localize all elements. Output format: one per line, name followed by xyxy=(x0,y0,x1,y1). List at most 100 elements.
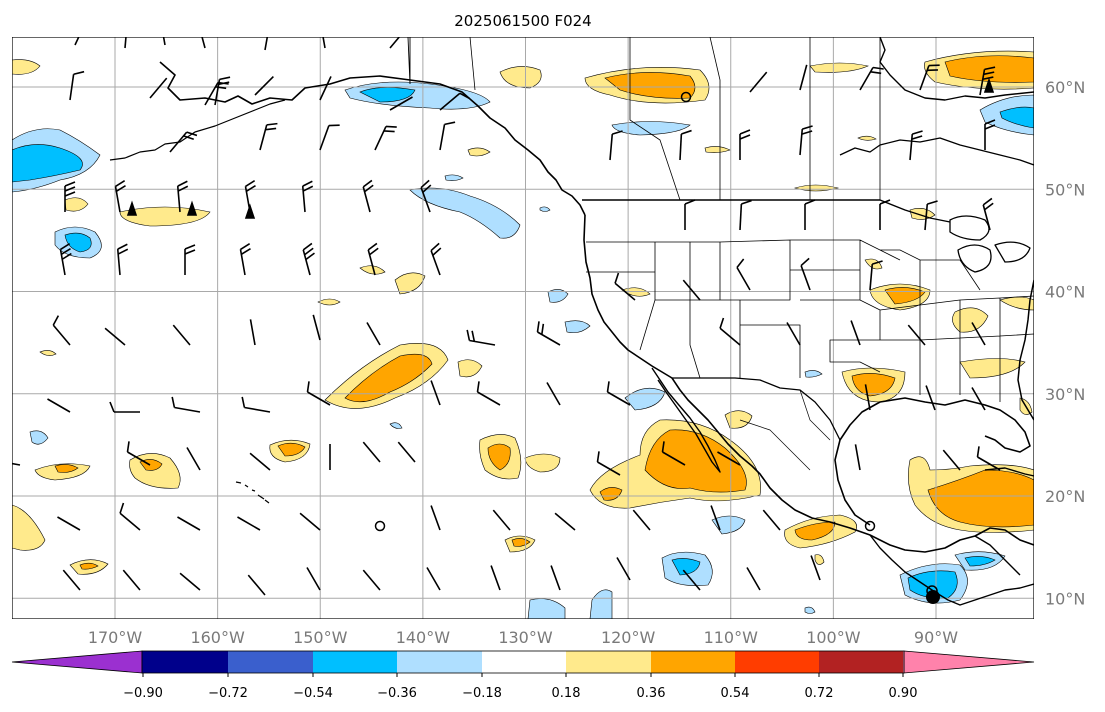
anomaly-patch xyxy=(927,469,1034,528)
lat-tick-label: 60°N xyxy=(1045,78,1085,97)
wind-barb xyxy=(69,70,85,101)
wind-barb xyxy=(169,131,198,153)
wind-barb xyxy=(362,179,374,213)
wind-barb xyxy=(942,449,961,471)
wind-barb xyxy=(239,243,251,276)
colorbar-tick-label: −0.36 xyxy=(377,686,417,701)
wind-barb xyxy=(249,452,271,471)
wind-barb xyxy=(719,317,741,346)
wind-barb xyxy=(197,37,206,49)
anomaly-patch xyxy=(724,410,753,429)
wind-barb xyxy=(879,199,891,230)
anomaly-patch xyxy=(409,187,521,239)
wind-barb xyxy=(864,384,871,411)
wind-barb xyxy=(172,324,191,346)
wind-barb xyxy=(439,121,456,151)
wind-barb xyxy=(249,319,256,346)
wind-barb xyxy=(799,64,808,91)
wind-barb xyxy=(64,181,76,212)
wind-barb xyxy=(312,314,321,341)
wind-barb xyxy=(850,320,861,346)
wind-barb xyxy=(319,124,340,151)
colorbar-segment xyxy=(313,651,397,673)
anomaly-patch xyxy=(467,147,491,157)
wind-barb xyxy=(426,567,441,591)
wind-barb xyxy=(254,76,274,96)
anomaly-patch xyxy=(794,521,836,541)
colorbar-extend-low xyxy=(11,650,143,674)
anomaly-patch xyxy=(487,443,511,471)
anomaly-patch xyxy=(64,197,89,212)
coastline xyxy=(879,37,1034,101)
lon-tick-label: 90°W xyxy=(914,628,958,647)
wind-barb xyxy=(925,385,936,411)
colorbar-segment xyxy=(397,651,482,673)
lon-tick-label: 150°W xyxy=(293,628,348,647)
lon-tick-label: 130°W xyxy=(498,628,553,647)
anomaly-patch xyxy=(644,429,747,493)
anomaly-patch xyxy=(394,272,426,295)
colorbar-segment xyxy=(228,651,313,673)
wind-barb xyxy=(684,199,696,230)
wind-barb xyxy=(420,179,432,213)
wind-barb xyxy=(104,327,126,346)
wind-barb xyxy=(924,200,938,231)
anomaly-patch xyxy=(547,289,569,303)
anomaly-patch xyxy=(359,265,386,275)
anomaly-patch xyxy=(12,59,41,75)
wind-barb xyxy=(979,66,996,96)
anomaly-patch xyxy=(857,135,877,141)
wind-barb xyxy=(907,324,926,346)
colorbar-extend-high xyxy=(903,650,1035,674)
wind-barb xyxy=(614,272,636,301)
coastline xyxy=(957,244,992,273)
anomaly-patch xyxy=(29,430,49,445)
wind-barb xyxy=(804,199,816,230)
anomaly-patch xyxy=(317,298,341,306)
wind-barb xyxy=(122,569,141,591)
wind-barb xyxy=(682,279,701,301)
wind-barb xyxy=(739,199,752,231)
wind-barb xyxy=(606,381,631,406)
coastline xyxy=(834,397,1034,546)
wind-barb xyxy=(124,37,129,49)
wind-barb xyxy=(736,258,751,291)
wind-barb xyxy=(186,447,201,471)
lat-tick-label: 10°N xyxy=(1045,589,1085,608)
wind-barb xyxy=(971,322,986,346)
anomaly-patch xyxy=(64,232,92,253)
anomaly-patch xyxy=(804,606,816,614)
lat-tick-label: 30°N xyxy=(1045,385,1085,404)
colorbar-labels: −0.90 −0.72 −0.54 −0.36 −0.18 0.18 0.36 0.54 0.7… xyxy=(123,673,917,701)
colorbar-outline xyxy=(141,650,905,674)
lon-tick-label: 160°W xyxy=(190,628,245,647)
wind-barb xyxy=(439,92,470,111)
wind-barb xyxy=(550,565,561,591)
wind-barb xyxy=(536,321,561,346)
wind-barb xyxy=(749,71,768,93)
coastline xyxy=(839,137,1034,166)
anomaly-patch xyxy=(964,556,996,567)
wind-barb xyxy=(546,382,561,406)
wind-barb xyxy=(184,244,196,275)
wind-barb xyxy=(800,257,811,291)
wind-barb xyxy=(609,130,623,161)
coastline xyxy=(651,367,721,473)
wind-barb xyxy=(149,77,168,99)
colorbar-tick-label: −0.90 xyxy=(123,686,163,701)
wind-barb xyxy=(12,459,21,466)
wind-barb xyxy=(854,444,861,471)
coastline xyxy=(869,534,1034,606)
anomaly-patch xyxy=(12,144,83,183)
wind-barb xyxy=(661,441,686,466)
anomaly-patch xyxy=(344,353,433,403)
state-border xyxy=(586,239,1034,402)
wind-barb xyxy=(397,441,416,463)
anomaly-patch xyxy=(564,320,591,334)
province-border xyxy=(469,37,881,201)
anomaly-patch xyxy=(359,87,416,103)
anomaly-patch xyxy=(909,208,936,220)
anomaly-patch xyxy=(952,307,989,333)
anomaly-patch xyxy=(814,554,825,565)
